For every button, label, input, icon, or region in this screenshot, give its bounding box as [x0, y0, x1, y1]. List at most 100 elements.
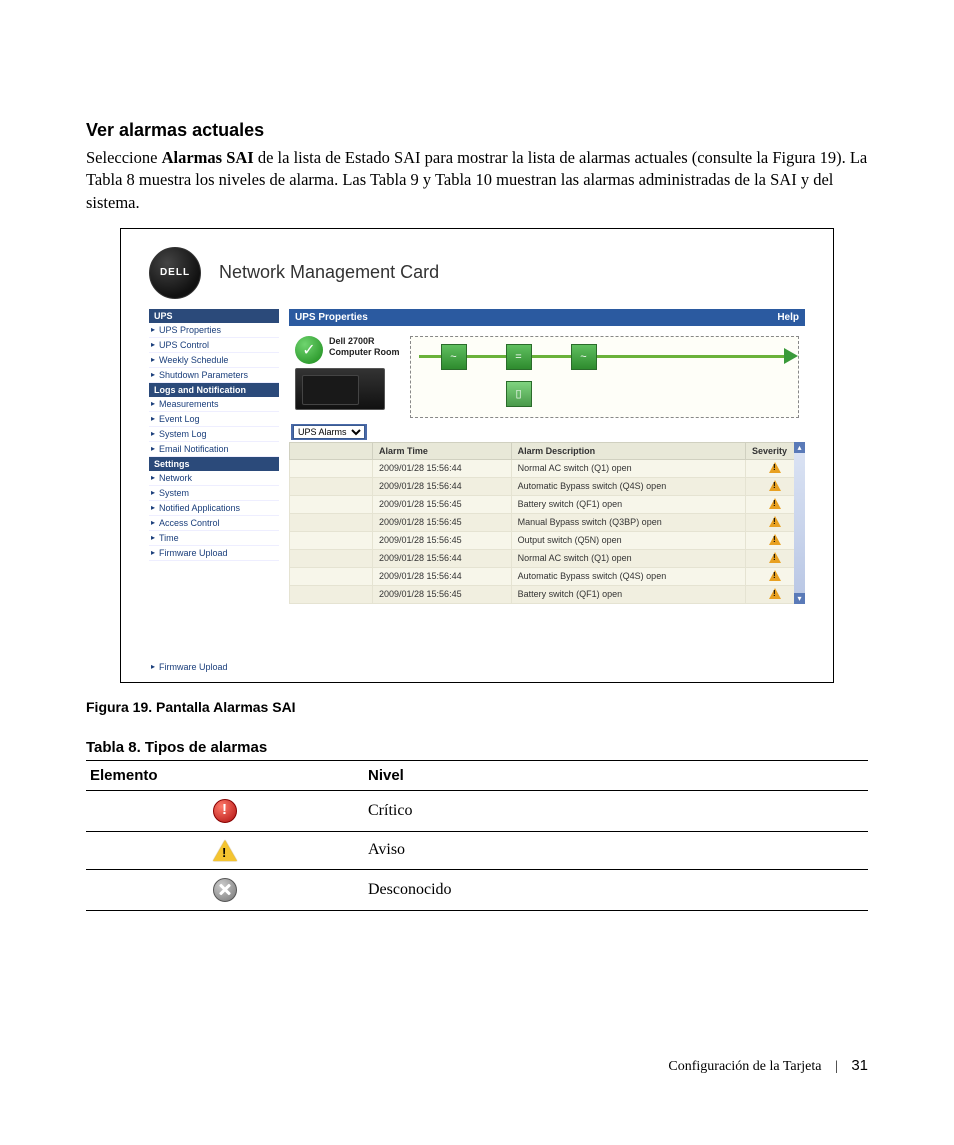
alarm-row: 2009/01/28 15:56:45Manual Bypass switch …	[290, 513, 805, 531]
level-icon-cell	[86, 790, 364, 831]
alarm-desc: Normal AC switch (Q1) open	[511, 549, 745, 567]
sidebar-item[interactable]: Access Control	[149, 516, 279, 531]
levels-col-element: Elemento	[86, 760, 364, 790]
sidebar: UPSUPS PropertiesUPS ControlWeekly Sched…	[149, 309, 279, 604]
alarm-row: 2009/01/28 15:56:44Automatic Bypass swit…	[290, 567, 805, 585]
alarm-row: 2009/01/28 15:56:45Output switch (Q5N) o…	[290, 531, 805, 549]
alarm-time: 2009/01/28 15:56:45	[373, 495, 512, 513]
alarm-desc: Battery switch (QF1) open	[511, 585, 745, 603]
level-row: Desconocido	[86, 869, 868, 910]
syn-node-inverter: ~	[571, 344, 597, 370]
synoptic-diagram: ~ = ▯ ~	[410, 336, 800, 418]
alarm-desc: Manual Bypass switch (Q3BP) open	[511, 513, 745, 531]
alarm-desc: Automatic Bypass switch (Q4S) open	[511, 477, 745, 495]
alarm-row: 2009/01/28 15:56:45Battery switch (QF1) …	[290, 585, 805, 603]
device-name: Dell 2700R	[329, 336, 375, 346]
level-label: Crítico	[364, 790, 868, 831]
level-label: Aviso	[364, 831, 868, 869]
titlebar-left: UPS Properties	[295, 312, 368, 323]
view-select[interactable]: UPS Alarms	[293, 425, 365, 439]
col-time: Alarm Time	[373, 442, 512, 459]
sidebar-item[interactable]: Firmware Upload	[149, 546, 279, 561]
section-title: Ver alarmas actuales	[86, 120, 868, 141]
warning-icon	[769, 516, 781, 527]
document-page: Ver alarmas actuales Seleccione Alarmas …	[0, 0, 954, 1145]
level-label: Desconocido	[364, 869, 868, 910]
alarm-desc: Battery switch (QF1) open	[511, 495, 745, 513]
alarm-time: 2009/01/28 15:56:44	[373, 567, 512, 585]
sidebar-header: Logs and Notification	[149, 383, 279, 397]
level-icon-cell	[86, 831, 364, 869]
footer-sep: |	[835, 1059, 838, 1074]
sidebar-item[interactable]: System Log	[149, 427, 279, 442]
critical-icon	[213, 799, 237, 823]
syn-node-battery: ▯	[506, 381, 532, 407]
alarm-levels-table: Elemento Nivel CríticoAvisoDesconocido	[86, 760, 868, 911]
syn-arrow-icon	[784, 348, 798, 364]
sidebar-header: Settings	[149, 457, 279, 471]
app-screenshot: DELL Network Management Card UPSUPS Prop…	[149, 247, 805, 604]
sidebar-item[interactable]: Network	[149, 471, 279, 486]
scroll-up-icon[interactable]: ▴	[794, 442, 805, 453]
footer-page: 31	[851, 1057, 868, 1074]
body-paragraph: Seleccione Alarmas SAI de la lista de Es…	[86, 147, 868, 214]
col-blank	[290, 442, 373, 459]
scrollbar[interactable]: ▴ ▾	[794, 442, 805, 604]
scroll-down-icon[interactable]: ▾	[794, 593, 805, 604]
status-block: ✓ Dell 2700R Computer Room	[295, 336, 400, 410]
warning-icon	[213, 840, 237, 861]
col-desc: Alarm Description	[511, 442, 745, 459]
sidebar-item[interactable]: UPS Properties	[149, 323, 279, 338]
alarm-time: 2009/01/28 15:56:44	[373, 459, 512, 477]
sidebar-item[interactable]: Email Notification	[149, 442, 279, 457]
sidebar-item-firmware-dup[interactable]: Firmware Upload	[149, 662, 228, 672]
alarm-desc: Output switch (Q5N) open	[511, 531, 745, 549]
level-icon-cell	[86, 869, 364, 910]
sidebar-item[interactable]: Measurements	[149, 397, 279, 412]
warning-icon	[769, 570, 781, 581]
device-location: Computer Room	[329, 347, 400, 357]
warning-icon	[769, 534, 781, 545]
syn-node-rectifier: =	[506, 344, 532, 370]
sidebar-item[interactable]: Time	[149, 531, 279, 546]
alarm-row: 2009/01/28 15:56:44Automatic Bypass swit…	[290, 477, 805, 495]
sidebar-item[interactable]: Notified Applications	[149, 501, 279, 516]
device-label: Dell 2700R Computer Room	[329, 336, 400, 359]
warning-icon	[769, 498, 781, 509]
sidebar-item[interactable]: Shutdown Parameters	[149, 368, 279, 383]
figure-caption: Figura 19. Pantalla Alarmas SAI	[86, 699, 868, 715]
alarm-row: 2009/01/28 15:56:44Normal AC switch (Q1)…	[290, 549, 805, 567]
view-dropdown[interactable]: UPS Alarms	[291, 424, 367, 440]
warning-icon	[769, 480, 781, 491]
level-row: Crítico	[86, 790, 868, 831]
alarm-time: 2009/01/28 15:56:45	[373, 531, 512, 549]
warning-icon	[769, 588, 781, 599]
sidebar-item[interactable]: Weekly Schedule	[149, 353, 279, 368]
alarm-desc: Automatic Bypass switch (Q4S) open	[511, 567, 745, 585]
alarm-time: 2009/01/28 15:56:45	[373, 513, 512, 531]
app-header: DELL Network Management Card	[149, 247, 805, 299]
footer-section: Configuración de la Tarjeta	[668, 1059, 821, 1074]
warning-icon	[769, 552, 781, 563]
status-ok-icon: ✓	[295, 336, 323, 364]
figure-frame: DELL Network Management Card UPSUPS Prop…	[120, 228, 834, 683]
help-link[interactable]: Help	[777, 312, 799, 323]
sidebar-item[interactable]: System	[149, 486, 279, 501]
app-title: Network Management Card	[219, 262, 439, 283]
sidebar-item[interactable]: UPS Control	[149, 338, 279, 353]
alarm-time: 2009/01/28 15:56:44	[373, 477, 512, 495]
syn-node-input: ~	[441, 344, 467, 370]
alarm-time: 2009/01/28 15:56:44	[373, 549, 512, 567]
warning-icon	[769, 462, 781, 473]
levels-col-level: Nivel	[364, 760, 868, 790]
unknown-icon	[213, 878, 237, 902]
dell-logo: DELL	[149, 247, 201, 299]
alarm-table-wrap: Alarm Time Alarm Description Severity 20…	[289, 442, 805, 604]
alarm-row: 2009/01/28 15:56:45Battery switch (QF1) …	[290, 495, 805, 513]
sidebar-item[interactable]: Event Log	[149, 412, 279, 427]
ups-image	[295, 368, 385, 410]
alarm-table: Alarm Time Alarm Description Severity 20…	[289, 442, 805, 604]
level-row: Aviso	[86, 831, 868, 869]
panel-titlebar: UPS Properties Help	[289, 309, 805, 326]
sidebar-header: UPS	[149, 309, 279, 323]
